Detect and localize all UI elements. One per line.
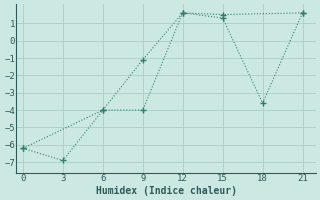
X-axis label: Humidex (Indice chaleur): Humidex (Indice chaleur) <box>96 186 236 196</box>
